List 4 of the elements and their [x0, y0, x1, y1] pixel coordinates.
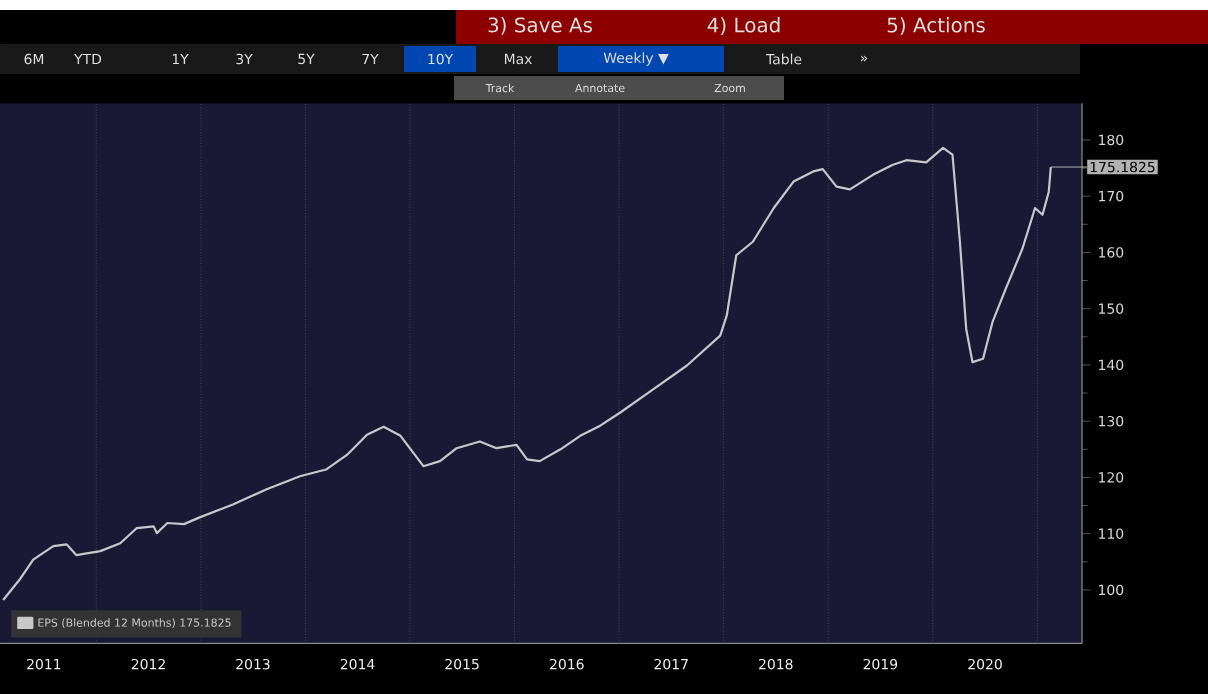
- text: 4) Load: [707, 17, 780, 35]
- text: 3) Save As: [488, 17, 593, 35]
- line-series: [2, 146, 1052, 602]
- text: 5) Actions: [887, 17, 985, 35]
